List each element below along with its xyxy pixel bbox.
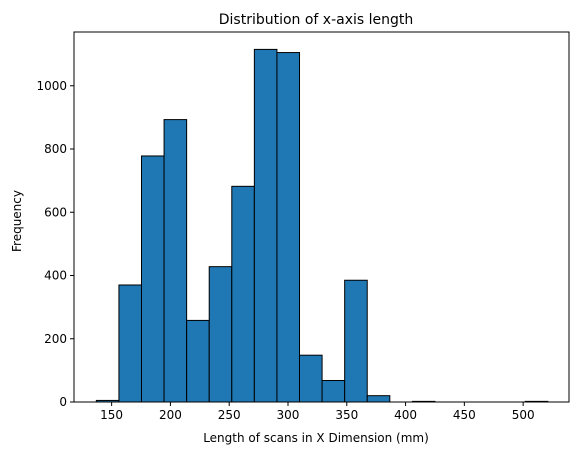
x-tick-label: 250	[218, 408, 241, 422]
y-tick-label: 1000	[36, 79, 67, 93]
y-tick-label: 200	[44, 332, 67, 346]
histogram-bar	[208, 266, 233, 403]
x-tick-label: 500	[512, 408, 535, 422]
chart-title: Distribution of x-axis length	[219, 12, 414, 28]
histogram-bar	[276, 52, 301, 403]
histogram-bar	[321, 379, 346, 403]
y-axis-label: Frequency	[10, 190, 24, 252]
bars-layer	[95, 48, 549, 403]
y-tick-label: 400	[44, 269, 67, 283]
x-tick-label: 150	[100, 408, 123, 422]
axes-layer: 150 200 250 300 350 400 450 500 0 200 400 600 800 100…	[36, 31, 570, 422]
x-tick-label: 300	[277, 408, 300, 422]
histogram-bar	[366, 395, 391, 403]
histogram-bar	[253, 48, 278, 403]
y-tick-label: 0	[59, 395, 67, 409]
x-tick-label: 450	[453, 408, 476, 422]
histogram-bar	[186, 319, 210, 403]
histogram-bar	[163, 119, 188, 403]
y-tick-label: 800	[44, 142, 67, 156]
histogram-bar	[118, 284, 142, 403]
histogram-bar	[140, 155, 165, 403]
histogram-bar	[231, 185, 255, 403]
plot-area-frame	[73, 31, 570, 403]
y-tick-label: 600	[44, 205, 67, 219]
x-axis-label: Length of scans in X Dimension (mm)	[203, 431, 429, 445]
x-tick-label: 200	[159, 408, 182, 422]
histogram-bar	[299, 354, 323, 403]
histogram-bar	[344, 279, 368, 403]
x-tick-label: 350	[335, 408, 358, 422]
x-tick-label: 400	[394, 408, 417, 422]
